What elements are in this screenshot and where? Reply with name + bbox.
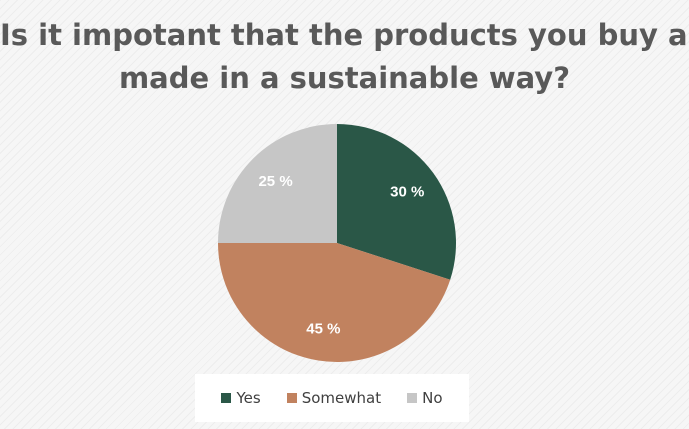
- pie-label-no: 25 %: [258, 173, 292, 190]
- legend-item-yes: Yes: [221, 389, 261, 407]
- pie-slice-labels: 30 % 45 % 25 %: [258, 173, 424, 337]
- legend-swatch-no: [407, 393, 418, 403]
- legend-label-yes: Yes: [236, 389, 261, 407]
- legend-swatch-somewhat: [286, 393, 297, 403]
- chart-title: Is it impotant that the products you buy…: [0, 14, 689, 100]
- chart-legend: Yes Somewhat No: [195, 374, 469, 422]
- chart-title-line-1: Is it impotant that the products you buy…: [0, 18, 689, 52]
- pie-slice-yes: [337, 124, 457, 280]
- legend-swatch-yes: [221, 393, 232, 403]
- pie-slice-no: [218, 124, 337, 243]
- legend-label-somewhat: Somewhat: [301, 389, 382, 407]
- chart-title-line-2: made in a sustainable way?: [118, 61, 571, 95]
- pie-label-somewhat: 45 %: [306, 320, 340, 337]
- legend-label-no: No: [422, 389, 443, 407]
- pie-slices: [218, 124, 457, 363]
- pie-slice-somewhat: [218, 243, 451, 363]
- legend-item-somewhat: Somewhat: [286, 389, 382, 407]
- pie-label-yes: 30 %: [390, 183, 424, 200]
- legend-item-no: No: [407, 389, 443, 407]
